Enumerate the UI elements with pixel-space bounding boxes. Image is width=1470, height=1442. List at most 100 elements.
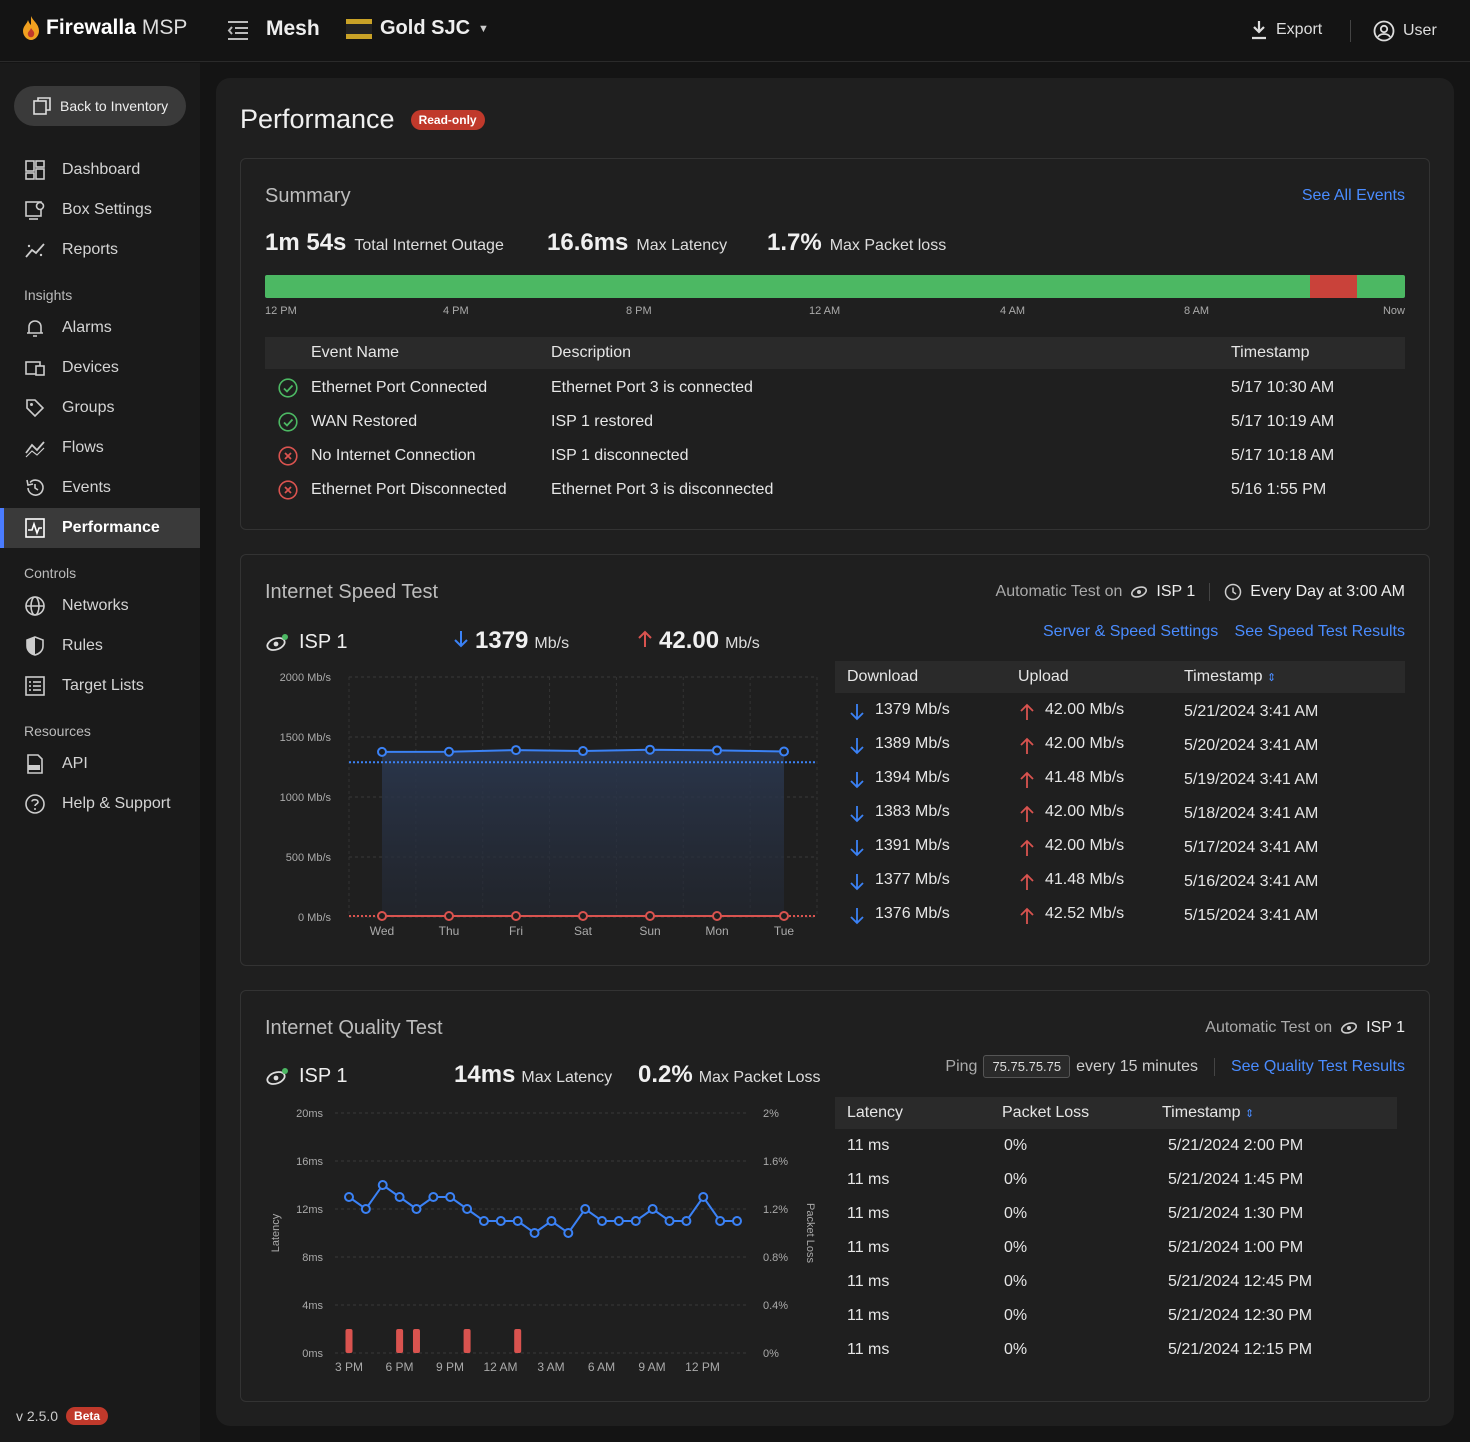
packet-loss-bar[interactable]: [463, 1329, 471, 1353]
upload-point[interactable]: [444, 911, 454, 921]
sidebar-item-networks[interactable]: Networks: [0, 586, 200, 626]
upload-point[interactable]: [377, 911, 387, 921]
table-row[interactable]: 11 ms 0% 5/21/2024 12:45 PM: [835, 1267, 1397, 1301]
sidebar-item-groups[interactable]: Groups: [0, 388, 200, 428]
table-row[interactable]: 1379 Mb/s 42.00 Mb/s 5/21/2024 3:41 AM: [835, 695, 1405, 729]
sidebar-item-performance[interactable]: Performance: [0, 508, 200, 548]
event-row[interactable]: No Internet Connection ISP 1 disconnected…: [265, 441, 1405, 475]
packet-loss-bar[interactable]: [412, 1329, 420, 1353]
speed-chart[interactable]: 2000 Mb/s 1500 Mb/s 1000 Mb/s 500 Mb/s 0 Mb/…: [265, 665, 825, 945]
download-point[interactable]: [444, 746, 454, 757]
latency-point[interactable]: [715, 1216, 726, 1226]
latency-point[interactable]: [647, 1204, 658, 1214]
sidebar-item-alarms[interactable]: Alarms: [0, 308, 200, 348]
latency-point[interactable]: [597, 1216, 608, 1226]
back-to-inventory-button[interactable]: Back to Inventory: [14, 86, 186, 126]
see-all-events-link[interactable]: See All Events: [1301, 187, 1405, 204]
chevron-down-icon: ▼: [478, 22, 489, 35]
latency-point[interactable]: [445, 1192, 456, 1202]
latency-point[interactable]: [462, 1204, 473, 1214]
latency-point[interactable]: [394, 1192, 405, 1202]
table-row[interactable]: 11 ms 0% 5/21/2024 12:30 PM: [835, 1301, 1397, 1335]
latency-point[interactable]: [563, 1228, 574, 1238]
latency-point[interactable]: [411, 1204, 422, 1214]
table-row[interactable]: 1376 Mb/s 42.52 Mb/s 5/15/2024 3:41 AM: [835, 899, 1405, 933]
sidebar-item-dashboard[interactable]: Dashboard: [0, 150, 200, 190]
table-row[interactable]: 1377 Mb/s 41.48 Mb/s 5/16/2024 3:41 AM: [835, 865, 1405, 899]
latency-point[interactable]: [529, 1228, 540, 1238]
latency-point[interactable]: [377, 1180, 388, 1190]
event-row[interactable]: WAN Restored ISP 1 restored 5/17 10:19 AM: [265, 407, 1405, 441]
latency-point[interactable]: [495, 1216, 506, 1226]
packet-loss-bar[interactable]: [396, 1329, 404, 1353]
latency-point[interactable]: [360, 1204, 371, 1214]
download-point[interactable]: [511, 745, 521, 756]
latency-point[interactable]: [478, 1216, 489, 1226]
latency-point[interactable]: [681, 1216, 692, 1226]
latency-point[interactable]: [344, 1192, 354, 1202]
table-row[interactable]: 1391 Mb/s 42.00 Mb/s 5/17/2024 3:41 AM: [835, 831, 1405, 865]
brand-logo[interactable]: Firewalla MSP: [22, 16, 187, 40]
table-row[interactable]: 11 ms 0% 5/21/2024 1:00 PM: [835, 1233, 1397, 1267]
latency-point[interactable]: [428, 1192, 439, 1202]
upload-point[interactable]: [712, 911, 722, 921]
upload-point[interactable]: [779, 911, 789, 921]
event-row[interactable]: Ethernet Port Disconnected Ethernet Port …: [265, 475, 1405, 509]
sidebar-item-target-lists[interactable]: Target Lists: [0, 666, 200, 706]
latency-point[interactable]: [613, 1216, 624, 1226]
packet-loss-bar[interactable]: [514, 1329, 522, 1353]
latency-point[interactable]: [630, 1216, 641, 1226]
timestamp-cell: 5/21/2024 12:45 PM: [1168, 1273, 1313, 1290]
download-point[interactable]: [645, 744, 655, 755]
upload-cell: 42.00 Mb/s: [1045, 701, 1125, 718]
table-row[interactable]: 11 ms 0% 5/21/2024 2:00 PM: [835, 1131, 1397, 1165]
menu-collapse-icon[interactable]: [226, 19, 250, 41]
site-selector[interactable]: Gold SJC ▼: [346, 17, 489, 40]
upload-point[interactable]: [511, 911, 521, 921]
sidebar-item-flows[interactable]: Flows: [0, 428, 200, 468]
export-button[interactable]: Export: [1250, 20, 1322, 40]
user-menu[interactable]: User: [1373, 20, 1437, 42]
table-row[interactable]: 1394 Mb/s 41.48 Mb/s 5/19/2024 3:41 AM: [835, 763, 1405, 797]
timestamp-sort-header[interactable]: Timestamp ⇕: [1184, 668, 1276, 686]
event-row[interactable]: Ethernet Port Connected Ethernet Port 3 i…: [265, 373, 1405, 407]
y-tick-label: 16ms: [296, 1156, 323, 1168]
ping-target-field[interactable]: 75.75.75.75: [983, 1055, 1071, 1078]
sidebar-item-devices[interactable]: Devices: [0, 348, 200, 388]
table-row[interactable]: 11 ms 0% 5/21/2024 1:30 PM: [835, 1199, 1397, 1233]
table-row[interactable]: 11 ms 0% 5/21/2024 1:45 PM: [835, 1165, 1397, 1199]
sidebar-item-api[interactable]: API: [0, 744, 200, 784]
sidebar-item-box-settings[interactable]: Box Settings: [0, 190, 200, 230]
sort-icon: ⇕: [1244, 1108, 1255, 1120]
sidebar-item-rules[interactable]: Rules: [0, 626, 200, 666]
latency-point[interactable]: [732, 1216, 742, 1226]
see-speed-results-link[interactable]: See Speed Test Results: [1234, 623, 1405, 640]
x-tick-label: 6 AM: [588, 1360, 615, 1374]
download-point[interactable]: [377, 746, 387, 757]
latency-point[interactable]: [546, 1216, 557, 1226]
table-row[interactable]: 11 ms 0% 5/21/2024 12:15 PM: [835, 1335, 1397, 1369]
sidebar-item-reports[interactable]: Reports: [0, 230, 200, 270]
download-point[interactable]: [712, 745, 722, 756]
quality-chart[interactable]: 20ms 2% 16ms 1.6% 12ms 1.2% 8ms 0.8% 4ms 0.4% 0ms 0…: [265, 1101, 825, 1381]
packet-loss-bar[interactable]: [345, 1329, 353, 1353]
arrow-up-icon: [1020, 805, 1034, 822]
latency-point[interactable]: [664, 1216, 675, 1226]
upload-point[interactable]: [578, 911, 588, 921]
table-row[interactable]: 1389 Mb/s 42.00 Mb/s 5/20/2024 3:41 AM: [835, 729, 1405, 763]
latency-point[interactable]: [580, 1204, 591, 1214]
see-quality-results-link[interactable]: See Quality Test Results: [1230, 1057, 1405, 1075]
outage-segment[interactable]: [1310, 275, 1357, 298]
latency-point[interactable]: [698, 1192, 709, 1202]
server-speed-settings-link[interactable]: Server & Speed Settings: [1043, 623, 1219, 640]
uptime-timeline[interactable]: [265, 275, 1405, 298]
latency-point[interactable]: [512, 1216, 523, 1226]
upload-point[interactable]: [645, 911, 655, 921]
table-row[interactable]: 1383 Mb/s 42.00 Mb/s 5/18/2024 3:41 AM: [835, 797, 1405, 831]
timestamp-sort-header[interactable]: Timestamp ⇕: [1162, 1104, 1254, 1122]
download-point[interactable]: [779, 746, 789, 757]
download-point[interactable]: [578, 746, 588, 757]
sidebar-item-help[interactable]: Help & Support: [0, 784, 200, 824]
event-description: Ethernet Port 3 is disconnected: [551, 481, 774, 498]
sidebar-item-events[interactable]: Events: [0, 468, 200, 508]
